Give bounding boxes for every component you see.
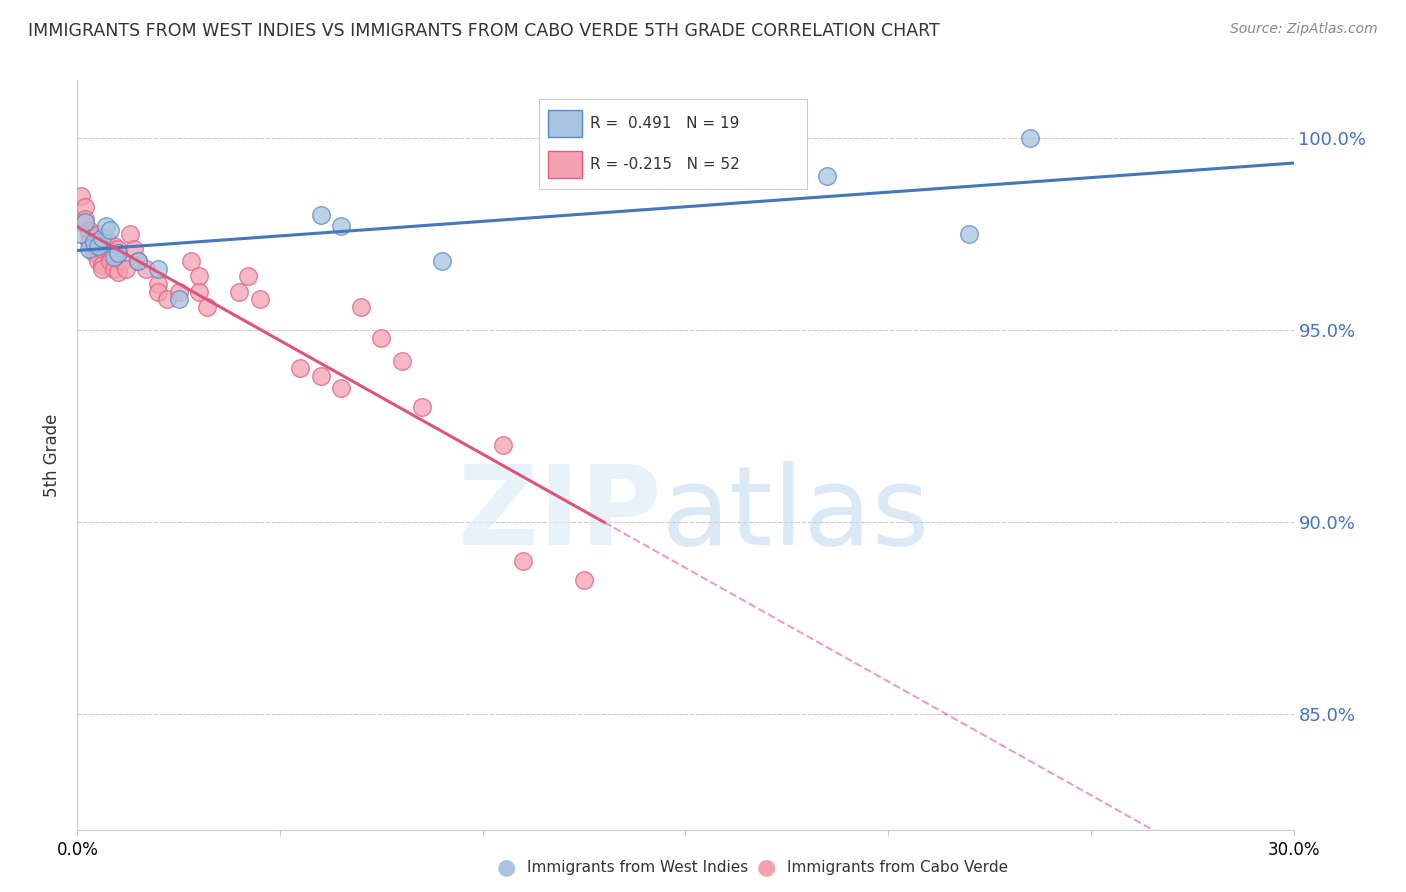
- Point: [370, 331, 392, 345]
- Point: [122, 243, 145, 257]
- Point: [83, 246, 105, 260]
- Point: [75, 200, 97, 214]
- Point: [155, 293, 177, 307]
- Point: [167, 285, 190, 299]
- Text: ●: ●: [756, 857, 776, 877]
- Point: [98, 223, 121, 237]
- Point: [75, 211, 97, 226]
- Point: [118, 227, 141, 241]
- Point: [83, 231, 105, 245]
- Point: [411, 400, 433, 414]
- Point: [115, 261, 138, 276]
- Point: [98, 253, 121, 268]
- Point: [512, 553, 534, 567]
- Point: [815, 169, 838, 184]
- Point: [127, 253, 149, 268]
- Point: [90, 243, 112, 257]
- Point: [107, 265, 129, 279]
- Point: [90, 258, 112, 272]
- Point: [79, 223, 101, 237]
- Point: [94, 231, 117, 245]
- Point: [188, 269, 211, 284]
- Point: [135, 261, 157, 276]
- Point: [70, 215, 93, 229]
- Point: [79, 235, 101, 249]
- Point: [107, 246, 129, 260]
- Point: [350, 300, 373, 314]
- Point: [90, 231, 112, 245]
- Point: [111, 253, 134, 268]
- Point: [86, 246, 108, 260]
- Point: [957, 227, 980, 241]
- Point: [148, 285, 170, 299]
- Point: [148, 261, 170, 276]
- Text: ●: ●: [496, 857, 516, 877]
- Point: [79, 243, 101, 257]
- Point: [90, 261, 112, 276]
- Text: atlas: atlas: [661, 461, 929, 568]
- Text: Immigrants from Cabo Verde: Immigrants from Cabo Verde: [787, 860, 1008, 874]
- Point: [391, 353, 413, 368]
- Point: [1019, 131, 1042, 145]
- Point: [83, 238, 105, 252]
- Point: [86, 227, 108, 241]
- Point: [329, 381, 352, 395]
- Text: Source: ZipAtlas.com: Source: ZipAtlas.com: [1230, 22, 1378, 37]
- Point: [236, 269, 259, 284]
- Point: [86, 238, 108, 252]
- Point: [83, 235, 105, 249]
- Point: [75, 215, 97, 229]
- Point: [103, 261, 125, 276]
- Point: [290, 361, 312, 376]
- Text: 0.0%: 0.0%: [56, 841, 98, 859]
- Text: IMMIGRANTS FROM WEST INDIES VS IMMIGRANTS FROM CABO VERDE 5TH GRADE CORRELATION : IMMIGRANTS FROM WEST INDIES VS IMMIGRANT…: [28, 22, 939, 40]
- Point: [180, 253, 202, 268]
- Point: [70, 188, 93, 202]
- Point: [98, 246, 121, 260]
- Point: [309, 369, 332, 384]
- Point: [167, 293, 190, 307]
- Point: [492, 438, 515, 452]
- Point: [103, 250, 125, 264]
- Point: [86, 253, 108, 268]
- Point: [249, 293, 271, 307]
- Point: [107, 243, 129, 257]
- Point: [430, 253, 453, 268]
- Point: [188, 285, 211, 299]
- Y-axis label: 5th Grade: 5th Grade: [44, 413, 62, 497]
- Point: [309, 208, 332, 222]
- Point: [195, 300, 218, 314]
- Text: Immigrants from West Indies: Immigrants from West Indies: [527, 860, 748, 874]
- Point: [127, 253, 149, 268]
- Point: [148, 277, 170, 291]
- Point: [94, 219, 117, 234]
- Point: [94, 238, 117, 252]
- Point: [70, 227, 93, 241]
- Point: [228, 285, 250, 299]
- Text: 30.0%: 30.0%: [1267, 841, 1320, 859]
- Point: [329, 219, 352, 234]
- Point: [103, 238, 125, 252]
- Point: [572, 573, 595, 587]
- Point: [79, 227, 101, 241]
- Point: [107, 246, 129, 260]
- Text: ZIP: ZIP: [458, 461, 661, 568]
